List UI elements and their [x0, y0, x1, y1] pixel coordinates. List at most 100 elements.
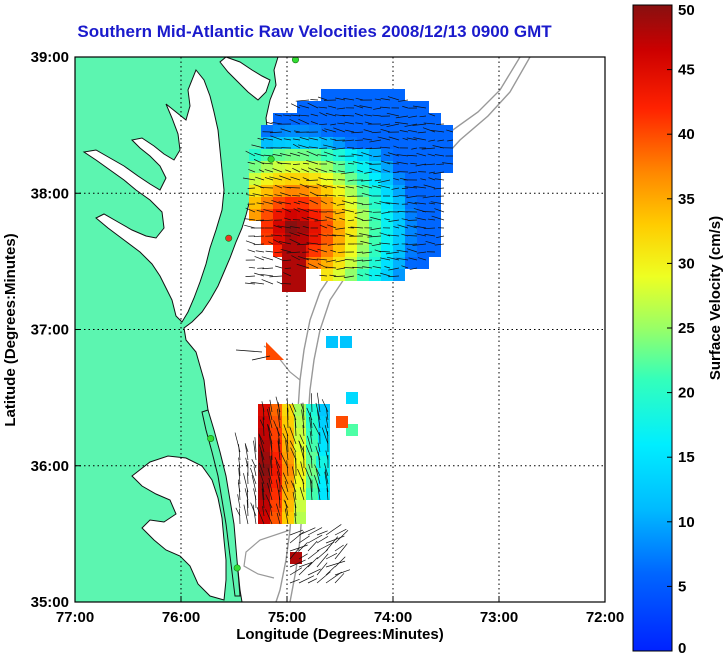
velocity-arrow	[369, 147, 382, 150]
velocity-arrow	[317, 442, 321, 453]
velocity-arrow	[307, 578, 318, 584]
velocity-arrow	[277, 440, 281, 461]
velocity-arrow	[374, 98, 382, 101]
velocity-arrow	[325, 112, 337, 117]
velocity-arrow	[289, 559, 306, 568]
velocity-arrow	[314, 464, 321, 477]
colorbar-tick-label: 20	[678, 385, 695, 402]
velocity-cell	[294, 256, 306, 268]
velocity-arrow	[351, 131, 364, 134]
colorbar-label: Surface Velocity (cm/s)	[707, 216, 724, 380]
velocity-arrow	[359, 105, 373, 109]
velocity-arrow	[284, 500, 289, 517]
velocity-arrow	[253, 235, 265, 237]
velocity-arrow	[280, 192, 292, 197]
velocity-cell	[393, 101, 405, 113]
velocity-cell	[258, 404, 270, 416]
velocity-arrow	[286, 187, 301, 189]
velocity-cell	[369, 89, 381, 101]
velocity-arrow	[298, 561, 313, 568]
velocity-cell	[282, 256, 294, 268]
velocity-arrow	[269, 456, 273, 477]
velocity-arrow	[317, 154, 328, 157]
chesapeake-bay	[82, 69, 225, 323]
velocity-cell	[393, 125, 405, 137]
velocity-cell	[273, 125, 285, 137]
velocity-arrow	[415, 217, 427, 221]
velocity-cell	[429, 137, 441, 149]
velocity-arrow	[298, 535, 310, 544]
velocity-arrow	[302, 402, 305, 421]
velocity-cell	[282, 476, 294, 488]
velocity-arrow	[428, 202, 436, 205]
velocity-arrow	[325, 160, 337, 165]
velocity-arrow	[293, 130, 301, 133]
velocity-arrow	[361, 179, 373, 182]
velocity-arrow	[355, 122, 364, 125]
velocity-arrow	[307, 527, 323, 536]
velocity-arrow	[277, 225, 292, 229]
velocity-cell	[285, 221, 297, 233]
velocity-arrow	[239, 508, 241, 525]
velocity-arrow	[267, 424, 273, 445]
velocity-arrow	[250, 502, 257, 517]
velocity-arrow	[298, 200, 310, 205]
velocity-arrow	[254, 437, 257, 453]
velocity-arrow	[244, 282, 256, 285]
velocity-cell	[417, 101, 429, 113]
velocity-arrow	[359, 233, 373, 237]
velocity-arrow	[248, 266, 256, 269]
velocity-arrow	[247, 249, 256, 253]
velocity-cell	[381, 173, 393, 185]
velocity-arrow	[351, 153, 364, 157]
x-tick-label: 76:00	[162, 609, 200, 626]
velocity-cell	[417, 161, 429, 173]
velocity-arrow	[272, 153, 283, 157]
velocity-arrow	[332, 234, 346, 237]
colorbar	[632, 4, 673, 652]
velocity-arrow	[325, 536, 339, 552]
velocity-cell	[333, 245, 345, 257]
velocity-cell	[393, 197, 405, 209]
velocity-cell	[333, 173, 345, 185]
velocity-arrow	[379, 232, 391, 237]
velocity-arrow	[321, 129, 328, 133]
velocity-cell	[297, 173, 309, 185]
velocity-cell	[345, 137, 357, 149]
velocity-arrow	[423, 184, 436, 189]
velocity-cell	[369, 173, 381, 185]
velocity-arrow	[284, 508, 289, 525]
velocity-arrow	[330, 249, 337, 253]
velocity-arrow	[417, 251, 427, 254]
velocity-arrow	[379, 250, 391, 253]
velocity-arrow	[277, 438, 281, 453]
velocity-cell	[261, 125, 273, 137]
colorbar-tick-label: 30	[678, 255, 695, 272]
velocity-arrow	[306, 160, 319, 165]
velocity-arrow	[433, 171, 445, 175]
velocity-arrow	[380, 160, 391, 165]
velocity-arrow	[243, 473, 249, 493]
velocity-arrow	[281, 283, 292, 285]
velocity-arrow	[321, 427, 329, 445]
velocity-arrow	[263, 209, 274, 213]
velocity-arrow	[423, 227, 436, 230]
velocity-arrow	[254, 256, 265, 261]
velocity-arrow	[404, 123, 418, 127]
velocity-arrow	[307, 435, 313, 453]
velocity-arrow	[397, 224, 409, 229]
velocity-arrow	[393, 145, 400, 149]
velocity-arrow	[245, 275, 256, 278]
velocity-arrow	[385, 202, 400, 205]
y-tick-label: 39:00	[31, 49, 69, 66]
velocity-cell	[282, 512, 294, 524]
velocity-arrow	[338, 170, 346, 173]
velocity-arrow	[417, 257, 427, 261]
velocity-cell	[306, 452, 318, 464]
velocity-arrow	[261, 279, 274, 285]
velocity-arrow	[326, 259, 337, 263]
velocity-arrow	[282, 114, 292, 117]
velocity-cell	[294, 268, 306, 280]
velocity-cell	[294, 404, 306, 416]
velocity-arrow	[270, 455, 273, 469]
